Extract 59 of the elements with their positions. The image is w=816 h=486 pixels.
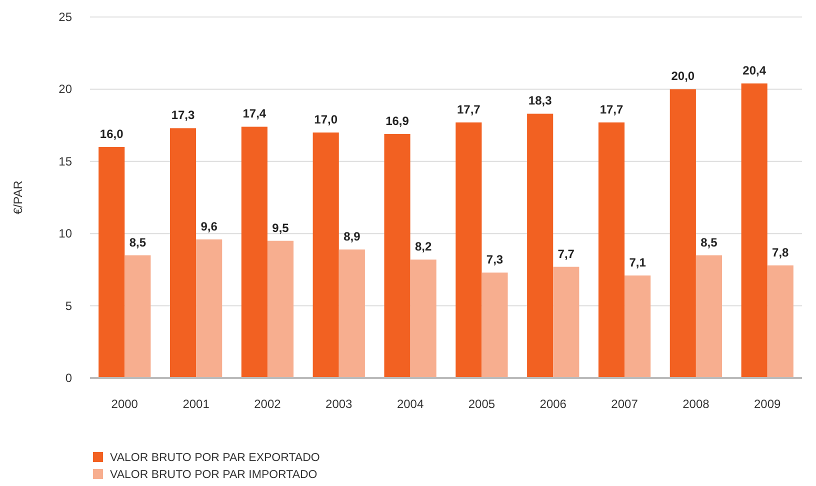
bar xyxy=(456,122,482,378)
data-label: 9,5 xyxy=(272,220,290,235)
bar xyxy=(312,132,339,378)
bar xyxy=(384,134,410,378)
data-label: 8,5 xyxy=(700,235,718,250)
y-tick-label: 25 xyxy=(58,10,72,24)
bar xyxy=(553,266,580,378)
bar xyxy=(598,122,625,378)
y-tick-label: 0 xyxy=(65,371,72,385)
y-tick-label: 10 xyxy=(58,226,72,241)
bar xyxy=(98,146,125,378)
bar xyxy=(267,240,294,378)
data-label: 20,0 xyxy=(671,69,695,84)
x-tick-label: 2008 xyxy=(682,397,710,411)
bar xyxy=(338,249,365,378)
bar xyxy=(624,275,651,378)
bar xyxy=(527,114,554,378)
data-label: 16,9 xyxy=(386,114,410,128)
x-tick-label: 2006 xyxy=(540,397,567,411)
x-tick-label: 2009 xyxy=(754,397,782,411)
data-label: 17,0 xyxy=(314,112,338,127)
data-label: 18,3 xyxy=(528,94,552,108)
bar xyxy=(196,239,222,378)
data-label: 7,1 xyxy=(629,255,646,270)
data-label: 16,0 xyxy=(100,126,124,141)
x-tick-label: 2000 xyxy=(111,397,138,411)
data-label: 17,4 xyxy=(242,106,266,121)
bar xyxy=(241,126,268,378)
y-axis-title: €/PAR xyxy=(11,180,25,214)
x-tick-label: 2005 xyxy=(468,397,496,411)
data-label: 20,4 xyxy=(742,63,766,78)
data-label: 7,3 xyxy=(486,252,504,267)
data-label: 7,8 xyxy=(772,245,790,260)
bar xyxy=(170,128,196,378)
legend-label: VALOR BRUTO POR PAR IMPORTADO xyxy=(110,469,318,481)
y-tick-label: 20 xyxy=(58,82,72,96)
data-label: 7,7 xyxy=(558,246,575,261)
bar xyxy=(410,260,436,378)
bar xyxy=(482,272,508,378)
data-label: 8,9 xyxy=(344,229,361,244)
bar xyxy=(670,89,696,378)
data-label: 8,5 xyxy=(129,235,146,250)
bar xyxy=(124,255,151,378)
x-tick-label: 2001 xyxy=(182,397,210,411)
legend-label: VALOR BRUTO POR PAR EXPORTADO xyxy=(110,452,320,464)
x-tick-label: 2003 xyxy=(326,397,353,411)
x-tick-label: 2007 xyxy=(611,397,638,411)
data-label: 17,7 xyxy=(600,102,624,116)
data-label: 17,7 xyxy=(456,102,481,116)
x-tick-label: 2002 xyxy=(254,397,282,411)
y-tick-label: 5 xyxy=(65,298,72,313)
bar xyxy=(741,83,768,378)
data-label: 9,6 xyxy=(200,219,218,234)
data-label: 17,3 xyxy=(171,108,196,122)
y-tick-label: 15 xyxy=(58,154,72,168)
data-label: 8,2 xyxy=(414,240,432,254)
bar xyxy=(696,255,722,378)
bar xyxy=(767,265,794,378)
x-tick-label: 2004 xyxy=(396,397,424,411)
